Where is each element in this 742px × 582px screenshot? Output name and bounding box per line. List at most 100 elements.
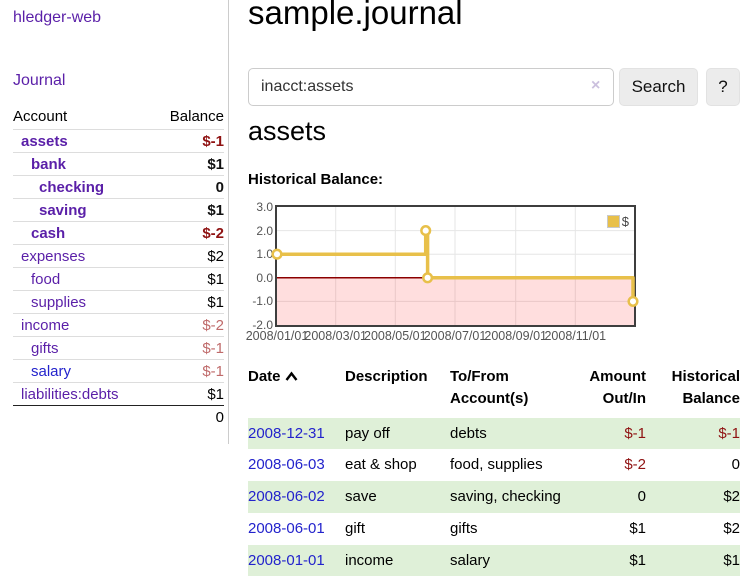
transaction-row: 2008-12-31 pay off debts $-1 $-1: [248, 417, 740, 450]
transaction-amount: $1: [629, 551, 646, 569]
register-header-amount: Amount Out/In: [589, 368, 646, 407]
app-title-link[interactable]: hledger-web: [13, 9, 102, 26]
transaction-accounts: saving, checking: [450, 488, 561, 505]
account-row: income $-2: [13, 313, 224, 337]
page-title: sample.journal: [248, 0, 463, 31]
account-balance: $2: [152, 244, 224, 268]
account-balance: $1: [152, 382, 224, 406]
transaction-row: 2008-01-01 income salary $1 $1: [248, 544, 740, 577]
x-tick: 2008/11/01: [544, 329, 607, 343]
negative-region: [277, 277, 634, 325]
account-balance: $1: [152, 290, 224, 314]
transaction-date-link[interactable]: 2008-06-03: [248, 456, 325, 474]
account-row: food $1: [13, 267, 224, 291]
accounts-total-row: 0: [13, 405, 224, 429]
transaction-description: gift: [345, 519, 366, 537]
account-link-expenses[interactable]: expenses: [21, 248, 86, 265]
search-input[interactable]: [248, 68, 614, 106]
transaction-accounts: debts: [450, 424, 487, 442]
help-button[interactable]: ?: [706, 68, 740, 106]
transaction-accounts: salary: [450, 551, 491, 569]
account-row: bank $1: [13, 152, 224, 176]
transaction-row: 2008-06-03 eat & shop food, supplies $-2…: [248, 449, 740, 481]
account-link-income[interactable]: income: [21, 317, 70, 334]
transaction-date-link[interactable]: 2008-06-02: [248, 488, 325, 505]
transaction-date-link[interactable]: 2008-06-01: [248, 519, 325, 537]
legend-label: $: [621, 214, 629, 229]
data-point: [422, 272, 434, 284]
x-tick: 2008/05/01: [364, 329, 427, 343]
account-row: cash $-2: [13, 221, 224, 245]
y-tick: 0.0: [256, 271, 273, 285]
account-link-cash[interactable]: cash: [31, 225, 66, 242]
account-row: assets $-1: [13, 129, 224, 153]
account-row: liabilities:debts $1: [13, 382, 224, 406]
account-row: supplies $1: [13, 290, 224, 314]
transaction-description: save: [345, 488, 377, 505]
accounts-total: 0: [152, 405, 224, 429]
transaction-amount: 0: [637, 488, 646, 505]
account-row: checking 0: [13, 175, 224, 199]
transaction-amount: $-2: [624, 456, 646, 474]
register-header-description: Description: [345, 368, 428, 385]
account-link-salary[interactable]: salary: [31, 363, 72, 380]
sidebar-item-journal[interactable]: Journal: [13, 72, 66, 89]
account-balance: $-1: [152, 129, 224, 153]
transaction-balance: $2: [723, 519, 740, 537]
x-tick: 2008/03/01: [304, 329, 367, 343]
register-header-account: To/From Account(s): [450, 368, 529, 407]
transaction-balance: $2: [723, 488, 740, 505]
x-tick: 2008/01/01: [245, 329, 309, 343]
account-balance: 0: [152, 175, 224, 199]
account-row: gifts $-1: [13, 336, 224, 360]
transaction-accounts: food, supplies: [450, 456, 543, 474]
account-link-supplies[interactable]: supplies: [31, 294, 87, 311]
transaction-date-link[interactable]: 2008-01-01: [248, 551, 325, 569]
chart-legend: $: [606, 214, 629, 229]
search-form: × Search ?: [248, 68, 742, 106]
accounts-table: Account Balance assets $-1 bank $1 check…: [13, 106, 224, 429]
transaction-row: 2008-06-01 gift gifts $1 $2: [248, 513, 740, 545]
account-balance: $1: [152, 198, 224, 222]
account-link-checking[interactable]: checking: [39, 179, 105, 196]
register-header-date[interactable]: Date: [248, 362, 345, 418]
legend-swatch-icon: [606, 215, 620, 228]
clear-search-icon[interactable]: ×: [591, 77, 601, 94]
transaction-balance: $1: [723, 551, 740, 569]
transaction-accounts: gifts: [450, 519, 478, 537]
account-balance: $-1: [152, 336, 224, 360]
account-link-food[interactable]: food: [31, 271, 61, 288]
account-link-assets[interactable]: assets: [21, 133, 68, 150]
account-balance: $1: [152, 152, 224, 176]
search-button[interactable]: Search: [619, 68, 698, 106]
account-link-liabilities-debts[interactable]: liabilities:debts: [21, 386, 119, 403]
accounts-header-balance: Balance: [169, 108, 224, 125]
y-tick: -2.0: [252, 318, 273, 332]
historical-balance-chart: 3.0 2.0 1.0 0.0 -1.0 -2.0: [245, 200, 642, 349]
transaction-description: pay off: [345, 424, 390, 442]
y-tick: 2.0: [256, 224, 273, 238]
transaction-date-link[interactable]: 2008-12-31: [248, 424, 325, 442]
y-tick: 1.0: [256, 247, 273, 261]
account-link-gifts[interactable]: gifts: [31, 340, 59, 357]
transaction-description: income: [345, 551, 394, 569]
account-balance: $1: [152, 267, 224, 291]
account-balance: $-1: [152, 359, 224, 383]
x-tick: 2008/07/01: [423, 329, 487, 343]
register-table-container: Date Description To/From Account(s) Amou…: [248, 362, 740, 577]
account-link-saving[interactable]: saving: [39, 202, 87, 219]
data-point: [271, 248, 283, 260]
transaction-description: eat & shop: [345, 456, 417, 474]
transaction-amount: $1: [629, 519, 646, 537]
transaction-row: 2008-06-02 save saving, checking 0 $2: [248, 481, 740, 513]
x-tick: 2008/09/01: [484, 329, 547, 343]
data-point: [420, 225, 432, 237]
chart-plot-area[interactable]: $: [271, 205, 639, 327]
y-tick: -1.0: [252, 294, 273, 308]
register-header-balance: Historical Balance: [671, 368, 740, 407]
account-balance: $-2: [152, 313, 224, 337]
account-link-bank[interactable]: bank: [31, 156, 67, 173]
transaction-balance: $-1: [718, 424, 740, 442]
account-heading: assets: [248, 116, 327, 146]
chart-title: Historical Balance:: [248, 171, 384, 188]
